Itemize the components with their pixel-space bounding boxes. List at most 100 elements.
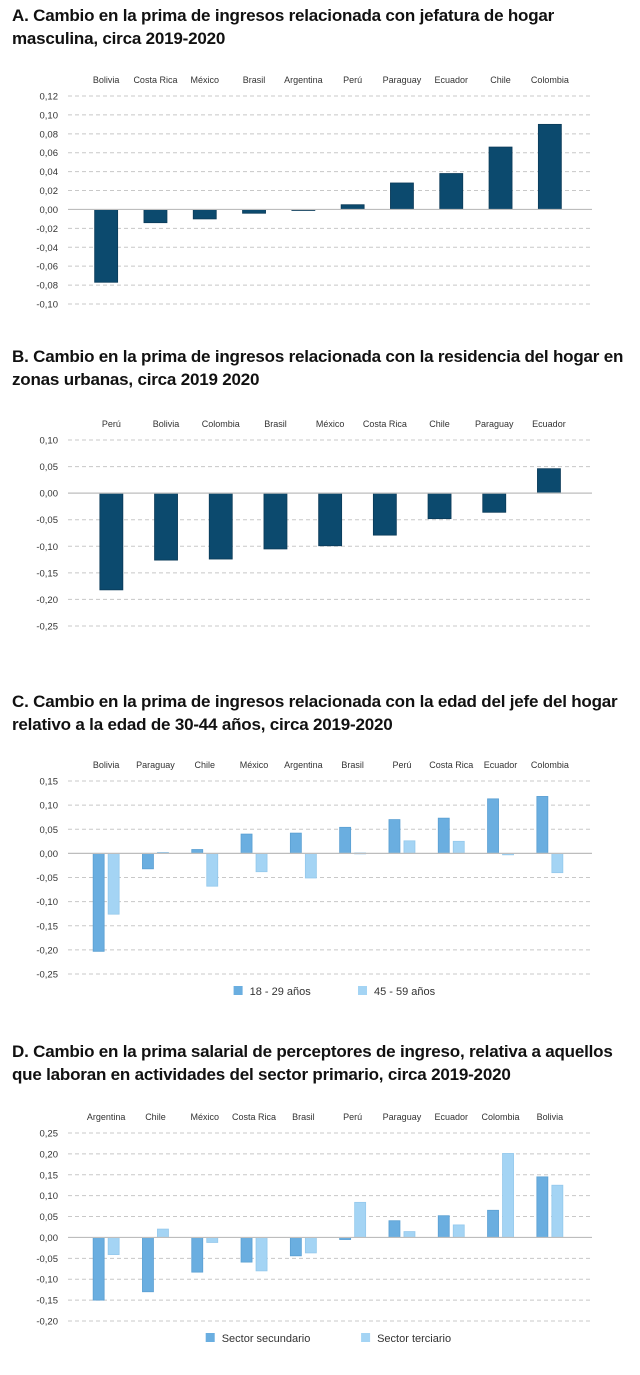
category-label: Bolivia (93, 760, 120, 770)
bar (92, 852, 105, 952)
legend-swatch (233, 986, 243, 995)
category-label: Perú (102, 419, 121, 429)
bar (99, 492, 124, 591)
y-tick-label: -0,15 (36, 921, 58, 932)
category-label: Argentina (87, 1112, 126, 1122)
bar (388, 819, 401, 854)
category-label: México (316, 419, 345, 429)
category-label: Bolivia (153, 419, 180, 429)
bar (403, 1231, 416, 1238)
y-tick-label: -0,10 (36, 542, 58, 553)
category-label: Colombia (482, 1112, 520, 1122)
bar (289, 832, 302, 854)
chart-title: D. Cambio en la prima salarial de percep… (12, 1042, 613, 1084)
bar (304, 1237, 317, 1254)
category-label: Costa Rica (232, 1112, 276, 1122)
chart-b: 0,10 0,05 0,00 -0,05 -0,10 -0,15 -0,20 -0,25 Per… (36, 419, 592, 633)
y-tick-label: 0,10 (40, 110, 59, 121)
category-label: Costa Rica (429, 760, 473, 770)
category-label: Bolivia (537, 1112, 564, 1122)
y-tick-label: -0,05 (36, 1254, 58, 1265)
y-tick-label: -0,10 (36, 1275, 58, 1286)
category-label: Costa Rica (133, 75, 177, 85)
category-label: México (240, 760, 269, 770)
bar (439, 173, 464, 210)
category-label: Chile (145, 1112, 166, 1122)
y-tick-label: -0,20 (36, 595, 58, 606)
bar (437, 817, 450, 854)
panel-b: B. Cambio en la prima de ingresos relaci… (0, 345, 640, 675)
y-tick-label: 0,02 (40, 186, 59, 197)
bar (263, 492, 288, 550)
bar (536, 1176, 549, 1238)
category-label: Perú (343, 1112, 362, 1122)
chart-a: 0,12 0,10 0,08 0,06 0,04 0,02 0,00 -0,02 -0,04 -0… (36, 75, 592, 311)
legend: Sector secundario Sector terciario (205, 1333, 451, 1345)
category-label: Brasil (341, 760, 364, 770)
y-tick-label: -0,04 (36, 243, 58, 254)
y-tick-label: -0,02 (36, 224, 58, 235)
category-label: Chile (490, 75, 511, 85)
bar (157, 1228, 169, 1238)
bar (452, 840, 465, 854)
category-label: Chile (429, 419, 450, 429)
bar (372, 492, 397, 536)
category-label: Brasil (264, 419, 287, 429)
bar (94, 209, 119, 283)
y-tick-label: -0,06 (36, 262, 58, 273)
y-tick-label: 0,00 (40, 489, 59, 500)
y-tick-label: 0,06 (40, 148, 59, 159)
y-tick-label: 0,00 (40, 1233, 59, 1244)
category-label: Paraguay (383, 75, 422, 85)
bar (551, 852, 564, 874)
y-tick-label: -0,10 (36, 300, 58, 311)
y-tick-label: -0,25 (36, 970, 58, 981)
bar (537, 123, 562, 210)
bar (388, 1220, 401, 1238)
chart-title: A. Cambio en la prima de ingresos relaci… (12, 6, 555, 48)
y-tick-label: -0,15 (36, 1296, 58, 1307)
category-label: Paraguay (475, 419, 514, 429)
bar (289, 1237, 302, 1257)
bar (452, 1224, 465, 1238)
y-tick-label: 0,20 (40, 1149, 59, 1160)
bar (240, 1237, 253, 1263)
category-label: Ecuador (434, 75, 468, 85)
y-tick-label: -0,25 (36, 622, 58, 633)
y-tick-label: 0,10 (40, 1191, 59, 1202)
bar (488, 146, 513, 210)
category-label: México (190, 75, 219, 85)
chart-d: 0,25 0,20 0,15 0,10 0,05 0,00 -0,05 -0,10 -0,15 -… (36, 1112, 592, 1345)
y-tick-label: -0,20 (36, 1317, 58, 1328)
legend-swatch (205, 1333, 215, 1342)
category-label: Colombia (202, 419, 240, 429)
bar (537, 468, 561, 494)
bar (143, 209, 168, 224)
bar (437, 1215, 450, 1238)
legend-label: 18 - 29 años (250, 986, 312, 998)
y-tick-label: -0,08 (36, 281, 58, 292)
bar (502, 1153, 514, 1238)
category-label: Costa Rica (363, 419, 407, 429)
bar (340, 204, 365, 210)
category-label: Chile (194, 760, 215, 770)
bar (318, 492, 343, 547)
legend-label: 45 - 59 años (374, 986, 436, 998)
bar (354, 1201, 367, 1238)
y-tick-label: 0,05 (40, 462, 59, 473)
category-label: Brasil (243, 75, 266, 85)
y-tick-label: -0,15 (36, 568, 58, 579)
y-tick-label: -0,20 (36, 945, 58, 956)
chart-c: 0,15 0,10 0,05 0,00 -0,05 -0,10 -0,15 -0,20 -0,2… (36, 760, 592, 998)
bar (192, 209, 217, 220)
y-tick-label: 0,10 (40, 436, 59, 447)
category-label: Paraguay (383, 1112, 422, 1122)
bar (107, 852, 120, 915)
category-label: Argentina (284, 75, 323, 85)
panel-a: A. Cambio en la prima de ingresos relaci… (0, 4, 640, 334)
category-label: Perú (343, 75, 362, 85)
y-tick-label: 0,05 (40, 825, 59, 836)
category-label: Colombia (531, 760, 569, 770)
y-tick-label: 0,05 (40, 1212, 59, 1223)
bar (208, 492, 233, 560)
